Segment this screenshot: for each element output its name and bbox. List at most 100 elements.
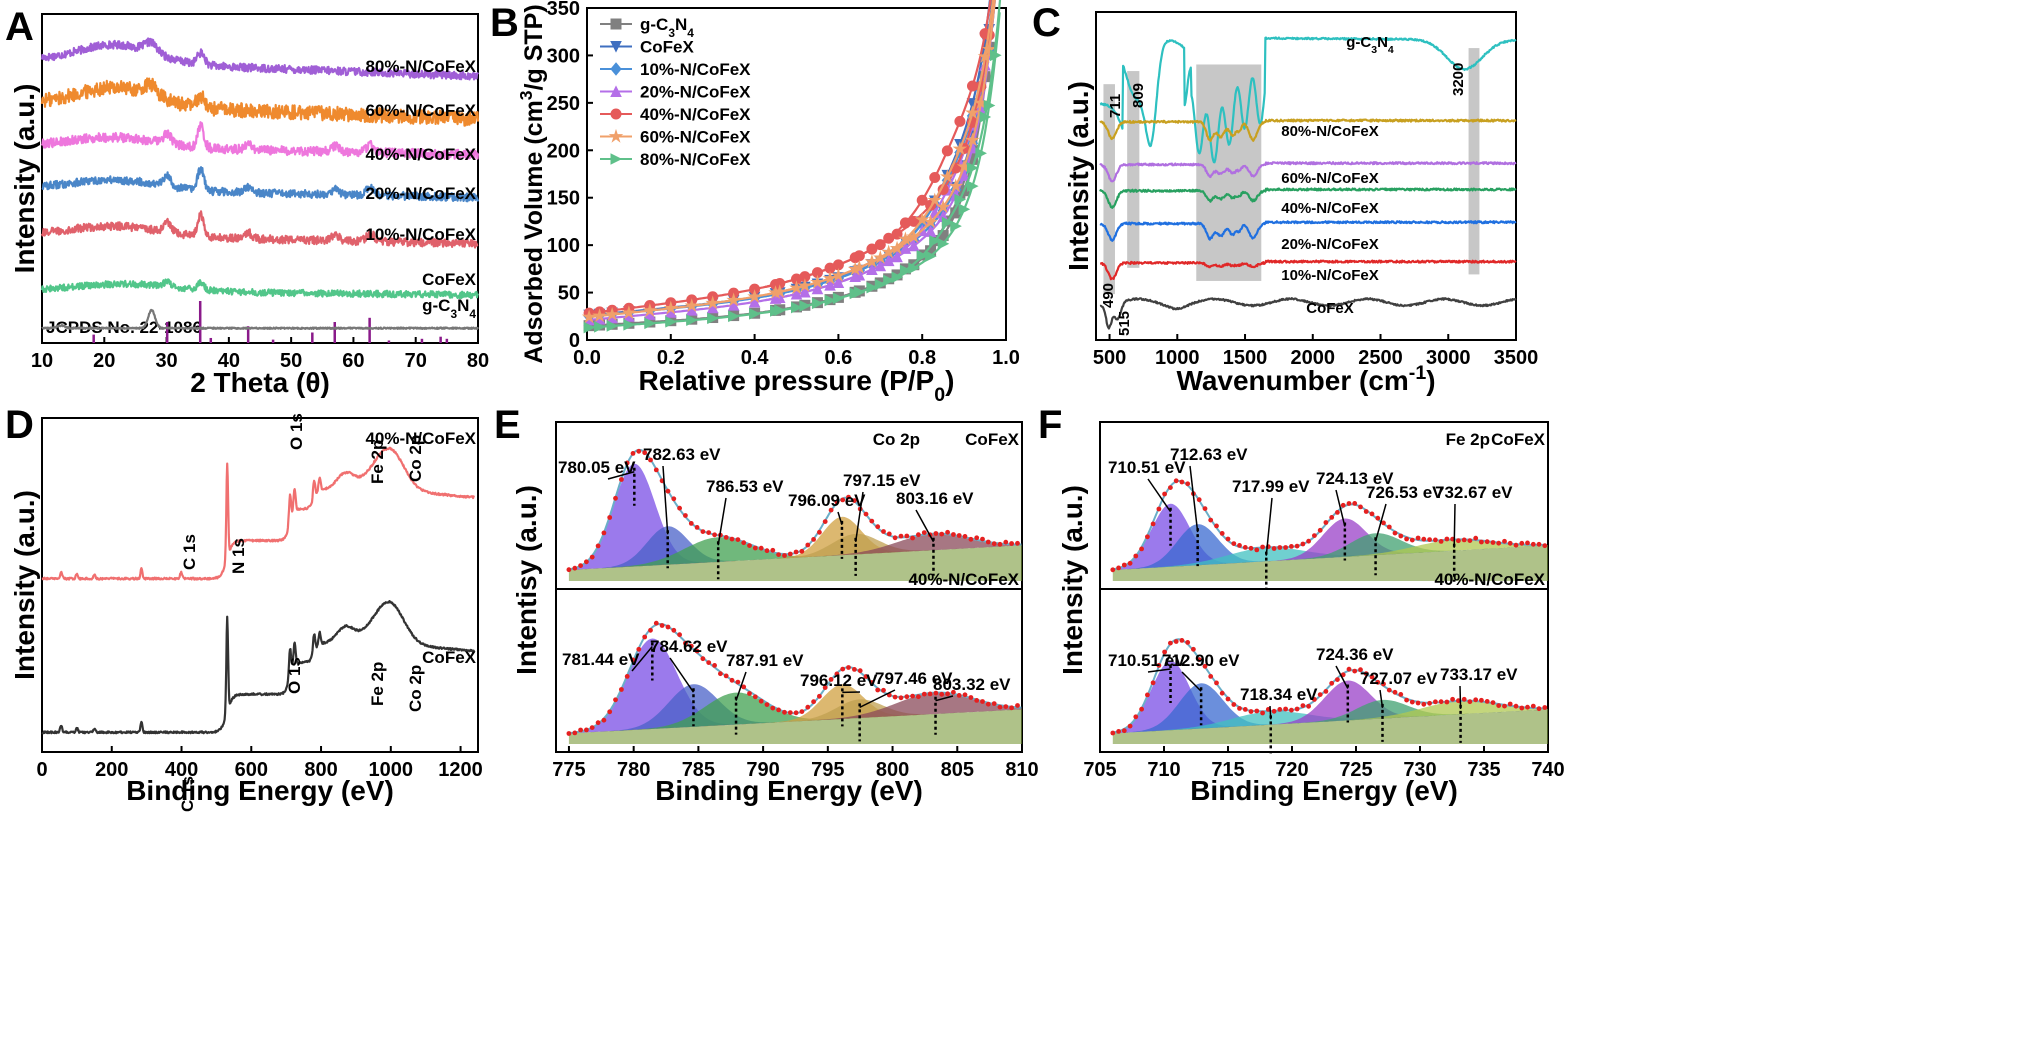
panel-letter-c: C: [1032, 1, 1061, 45]
background-area: [1112, 545, 1548, 581]
background-area: [1112, 709, 1548, 744]
data-point: [954, 193, 967, 206]
raw-data-point: [863, 674, 869, 679]
raw-data-point: [752, 545, 758, 551]
raw-data-point: [1513, 703, 1519, 709]
series-line-40-n-cofex: [1099, 187, 1517, 209]
raw-data-point: [974, 535, 980, 541]
raw-data-point: [1398, 533, 1404, 539]
data-point: [610, 85, 622, 97]
data-point: [873, 250, 888, 265]
data-point: [610, 153, 623, 165]
raw-data-point: [1329, 515, 1335, 520]
peak-label: O 1s: [285, 657, 304, 694]
legend-label-80-n-cofex: 80%-N/CoFeX: [640, 150, 751, 169]
raw-data-point: [1289, 707, 1294, 713]
raw-data-point: [1490, 540, 1496, 545]
raw-data-point: [712, 532, 717, 538]
raw-data-point: [624, 674, 630, 679]
plot-frame: [586, 7, 1007, 341]
label-arrow: [1459, 685, 1462, 709]
raw-data-point: [875, 687, 881, 693]
data-point: [790, 287, 803, 300]
raw-data-point: [653, 620, 659, 626]
raw-data-point: [636, 448, 642, 454]
series-label-60-n-cofex: 60%-N/CoFeX: [1281, 170, 1379, 187]
raw-data-point: [1530, 703, 1536, 709]
data-point: [952, 141, 968, 156]
data-point: [981, 41, 997, 56]
raw-data-point: [607, 709, 613, 715]
raw-data-point: [1530, 541, 1536, 547]
data-point: [881, 244, 896, 259]
raw-data-point: [619, 477, 624, 482]
raw-data-point: [1127, 560, 1133, 566]
raw-data-point: [1133, 714, 1139, 720]
peak-label: 732.67 eV: [1435, 483, 1513, 502]
raw-data-point: [741, 684, 747, 690]
raw-data-point: [735, 537, 741, 542]
raw-data-point: [980, 536, 985, 542]
x-axis-label: Binding Energy (eV): [126, 775, 394, 806]
raw-data-point: [735, 679, 741, 685]
raw-data-point: [677, 632, 682, 638]
raw-data-point: [659, 623, 665, 628]
raw-data-point: [1381, 520, 1386, 526]
fit-component: [1112, 700, 1548, 734]
data-point: [822, 270, 838, 285]
data-point: [748, 295, 761, 308]
raw-data-point: [1421, 701, 1427, 707]
raw-data-point: [1185, 640, 1191, 645]
x-tick-label: 1.0: [992, 347, 1020, 369]
raw-data-point: [1168, 485, 1173, 490]
x-tick-label: 705: [1083, 759, 1116, 781]
highlight-band: [1468, 48, 1480, 275]
band-label: 711: [1107, 94, 1124, 118]
data-point: [954, 115, 966, 127]
raw-data-point: [1283, 545, 1288, 550]
label-arrow: [1374, 503, 1387, 542]
raw-data-point: [852, 498, 857, 503]
raw-data-point: [1461, 537, 1467, 543]
data-point: [866, 281, 879, 294]
x-tick-label: 1200: [438, 759, 483, 781]
fit-component: [568, 463, 1022, 570]
data-point: [966, 180, 979, 192]
raw-data-point: [1271, 546, 1277, 551]
raw-data-point: [1346, 501, 1352, 506]
y-tick-label: 50: [558, 283, 580, 305]
label-arrow: [854, 491, 864, 542]
peak-label: 710.51 eV: [1108, 651, 1186, 670]
series-label-80-n-cofex: 80%-N/CoFeX: [1281, 123, 1379, 140]
label-arrow: [1335, 665, 1349, 689]
peak-label: 780.05 eV: [558, 458, 636, 477]
raw-data-point: [1438, 539, 1444, 544]
data-point: [937, 237, 950, 250]
y-axis-label: Intensity (a.u.): [1063, 81, 1094, 271]
raw-data-point: [619, 687, 624, 692]
label-arrow: [735, 671, 747, 701]
raw-data-point: [1219, 690, 1225, 696]
raw-data-point: [1173, 639, 1179, 644]
series-line-60-n-cofex: [40, 77, 480, 127]
peak-label: 724.36 eV: [1316, 645, 1394, 664]
raw-data-point: [578, 563, 583, 568]
raw-data-point: [1519, 540, 1525, 546]
panel-b-isotherm: 0.0 0.2 0.4 0.6 0.8 1.0 0 50 100 150 200 250 300 350 B…: [490, 0, 1020, 406]
data-point: [899, 217, 911, 229]
raw-data-point: [799, 548, 805, 554]
label-arrow: [1335, 489, 1346, 527]
raw-data-point: [747, 691, 752, 696]
series-line-cofex: [40, 278, 480, 300]
raw-data-point: [799, 709, 805, 714]
raw-data-point: [945, 529, 950, 535]
peak-label: 712.63 eV: [1170, 445, 1248, 464]
x-tick-label: 730: [1403, 759, 1436, 781]
raw-data-point: [1145, 692, 1150, 698]
peak-label: 726.53 eV: [1366, 483, 1444, 502]
spectrum-label: Co 2p: [873, 430, 920, 449]
raw-data-point: [1433, 537, 1438, 543]
data-point: [849, 287, 862, 300]
raw-data-point: [1467, 538, 1473, 543]
raw-data-point: [1358, 504, 1363, 510]
